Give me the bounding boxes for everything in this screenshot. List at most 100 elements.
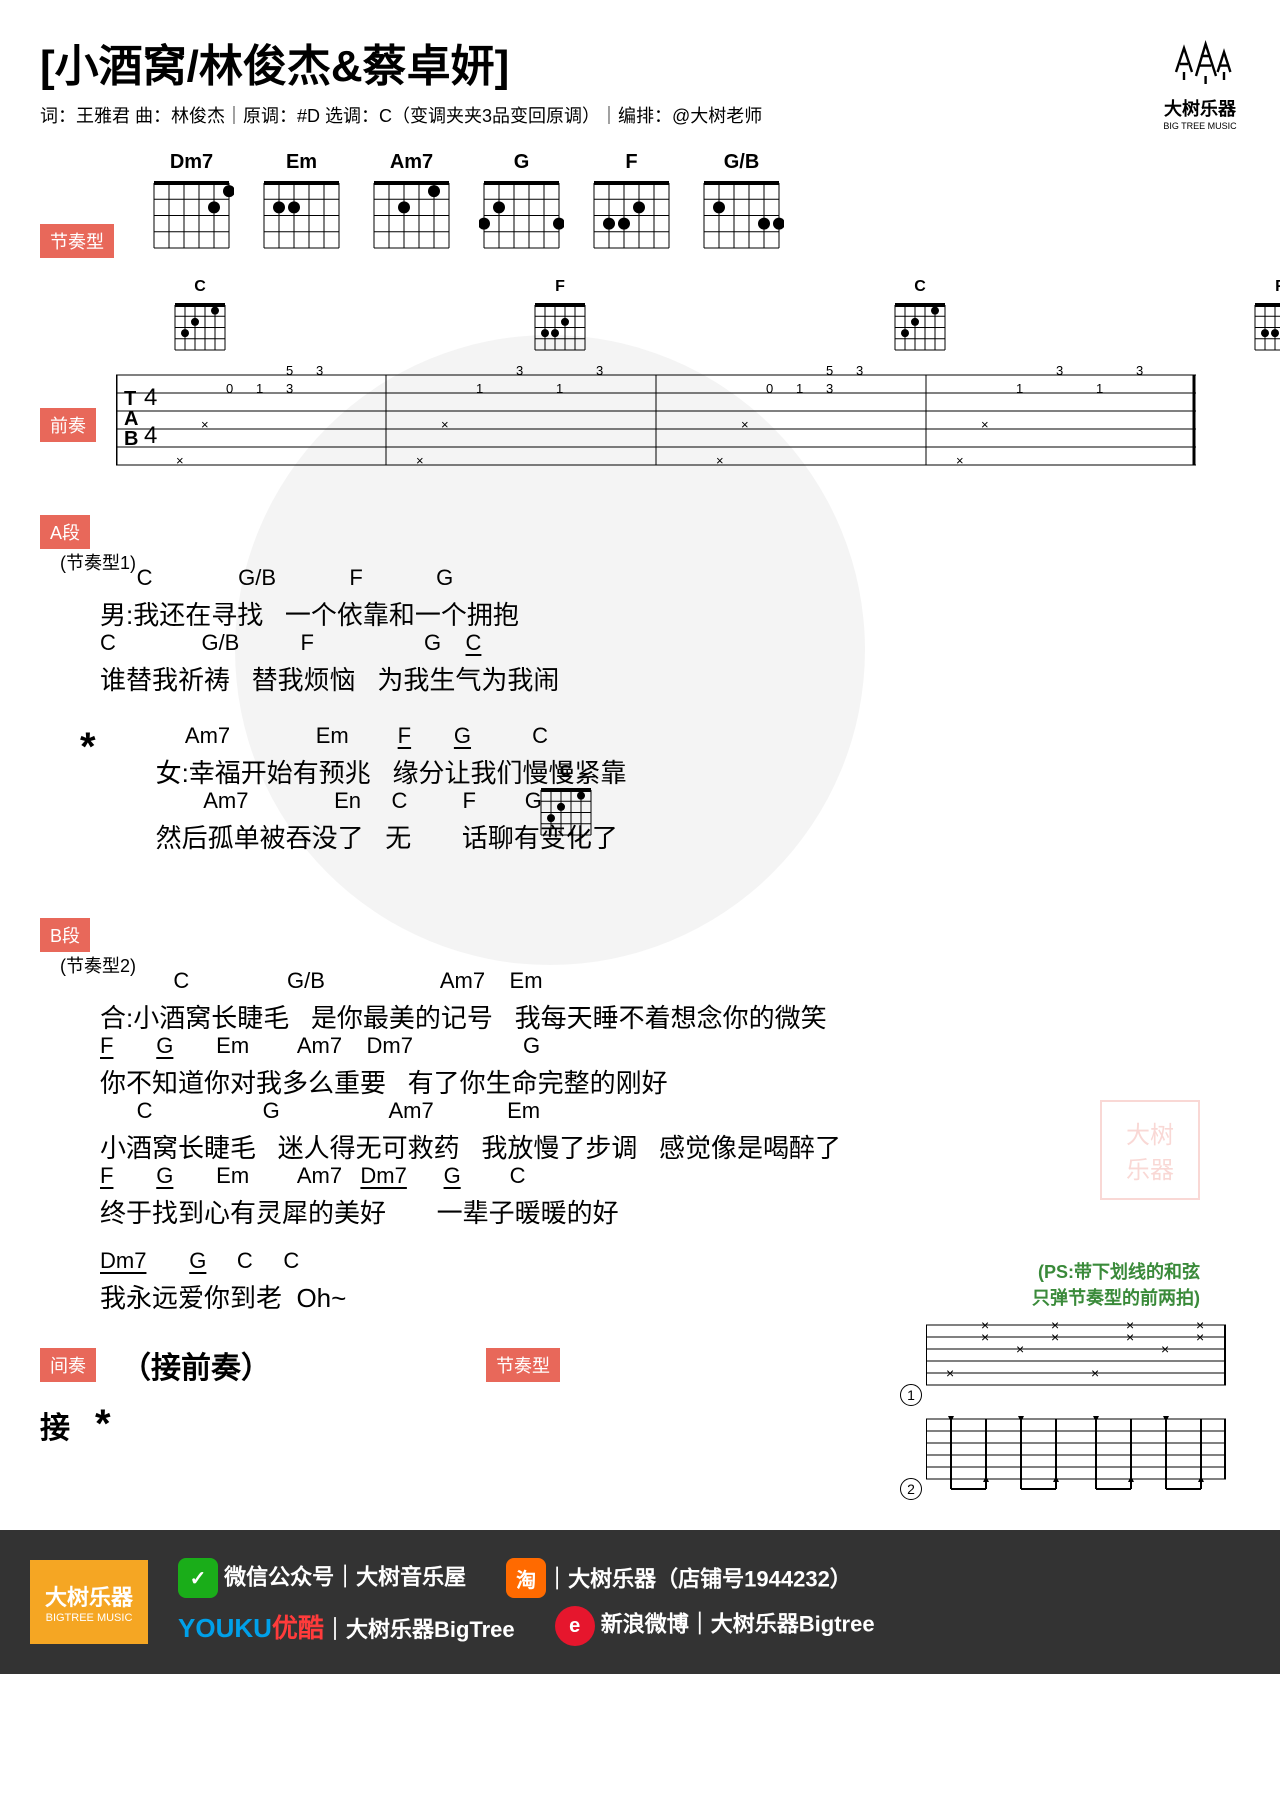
svg-text:×: × bbox=[176, 453, 184, 468]
meta-info: 词：王雅君 曲：林俊杰｜原调：#D 选调：C（变调夹夹3品变回原调）｜编排：@大… bbox=[40, 102, 762, 128]
svg-text:5: 5 bbox=[826, 365, 833, 378]
svg-text:×: × bbox=[441, 417, 449, 432]
svg-text:1: 1 bbox=[256, 381, 263, 396]
chord-line: C G Am7 Em bbox=[100, 1098, 540, 1124]
svg-text:3: 3 bbox=[316, 365, 323, 378]
svg-text:4: 4 bbox=[144, 422, 157, 449]
svg-text:×: × bbox=[716, 453, 724, 468]
svg-text:×: × bbox=[981, 417, 989, 432]
chord-line: F G Em Am7 Dm7 G bbox=[100, 1033, 540, 1059]
chord-C: C bbox=[170, 278, 230, 360]
chord-G/B: G/B bbox=[699, 151, 784, 258]
section-b-header: B段 bbox=[40, 918, 1240, 952]
svg-text:1: 1 bbox=[1016, 381, 1023, 396]
lyric-line: C G/B F G C 谁替我祈祷 替我烦恼 为我生气为我闹 bbox=[100, 660, 1240, 697]
intro-label: 前奏 bbox=[40, 408, 96, 442]
interlude-label: 间奏 bbox=[40, 1348, 96, 1382]
section-a: C G/B F G 男:我还在寻找 一个依靠和一个拥抱 C G/B F G C … bbox=[40, 595, 1240, 697]
chord-line: Dm7 G C C bbox=[100, 1248, 299, 1274]
section-star: Am7 Em F G C 女:幸福开始有预兆 缘分让我们慢慢紧靠 Am7 En … bbox=[96, 745, 1240, 883]
svg-text:×: × bbox=[741, 417, 749, 432]
svg-text:×: × bbox=[1126, 1320, 1134, 1333]
svg-text:×: × bbox=[1161, 1341, 1169, 1357]
taobao-icon: 淘 bbox=[506, 1558, 546, 1598]
chord-line: Am7 Em F G C bbox=[156, 723, 548, 749]
svg-text:5: 5 bbox=[286, 365, 293, 378]
svg-text:3: 3 bbox=[1056, 365, 1063, 378]
svg-text:0: 0 bbox=[226, 381, 233, 396]
rhythm-pattern-2 bbox=[926, 1414, 1226, 1494]
svg-text:1: 1 bbox=[796, 381, 803, 396]
lyric-text: 合:小酒窝长睫毛 是你最美的记号 我每天睡不着想念你的微笑 bbox=[100, 998, 1240, 1035]
rhythm-label: 节奏型 bbox=[40, 224, 114, 258]
interlude-text: （接前奏） bbox=[121, 1343, 271, 1387]
song-title: [小酒窝/林俊杰&蔡卓妍] bbox=[40, 30, 762, 94]
chord-Dm7: Dm7 bbox=[149, 151, 234, 258]
svg-text:×: × bbox=[1051, 1320, 1059, 1333]
lyric-line: C G/B F G 男:我还在寻找 一个依靠和一个拥抱 bbox=[100, 595, 1240, 632]
chord-Am7: Am7 bbox=[369, 151, 454, 258]
svg-text:T: T bbox=[124, 388, 136, 410]
lyric-text: 谁替我祈祷 替我烦恼 为我生气为我闹 bbox=[100, 660, 1240, 697]
section-b: C G/B Am7 Em 合:小酒窝长睫毛 是你最美的记号 我每天睡不着想念你的… bbox=[40, 998, 1240, 1230]
svg-text:3: 3 bbox=[516, 365, 523, 378]
svg-text:×: × bbox=[1196, 1320, 1204, 1333]
svg-text:1: 1 bbox=[556, 381, 563, 396]
svg-text:B: B bbox=[124, 428, 138, 450]
chord-F: F bbox=[530, 278, 590, 360]
youku-icon: YOUKU优酷 bbox=[178, 1613, 324, 1643]
rhythm-patterns: (PS:带下划线的和弦 只弹节奏型的前两拍) 1 ××× ××× ××× ××× bbox=[900, 1258, 1240, 1500]
footer-brand: 大树乐器 BIGTREE MUSIC bbox=[30, 1560, 148, 1644]
chord-line: C G/B Am7 Em bbox=[100, 968, 543, 994]
pattern-1-marker: 1 bbox=[900, 1384, 922, 1406]
svg-text:3: 3 bbox=[286, 381, 293, 396]
lyric-line: C G/B Am7 Em 合:小酒窝长睫毛 是你最美的记号 我每天睡不着想念你的… bbox=[100, 998, 1240, 1035]
svg-text:×: × bbox=[416, 453, 424, 468]
interlude-row: 间奏 （接前奏） 节奏型 bbox=[40, 1343, 900, 1387]
lyric-text: 我永远爱你到老 Oh~ bbox=[100, 1278, 900, 1315]
svg-text:×: × bbox=[201, 417, 209, 432]
svg-text:1: 1 bbox=[476, 381, 483, 396]
chord-Em: Em bbox=[259, 151, 344, 258]
svg-text:×: × bbox=[981, 1320, 989, 1333]
lyric-text: 男:我还在寻找 一个依靠和一个拥抱 bbox=[100, 595, 1240, 632]
svg-text:×: × bbox=[946, 1365, 954, 1381]
chord-C: C bbox=[890, 278, 950, 360]
svg-text:0: 0 bbox=[766, 381, 773, 396]
logo-subtext: BIG TREE MUSIC bbox=[1160, 121, 1240, 131]
lyric-line: Am7 En C F G 然后孤单被吞没了 无 话聊有变化了C bbox=[156, 818, 1240, 855]
rhythm-chords-row: 节奏型 Dm7EmAm7GFG/B bbox=[40, 151, 1240, 258]
svg-text:1: 1 bbox=[1096, 381, 1103, 396]
a-label: A段 bbox=[40, 515, 90, 549]
svg-text:3: 3 bbox=[826, 381, 833, 396]
footer: 大树乐器 BIGTREE MUSIC ✓ 微信公众号｜大树音乐屋 淘｜大树乐器（… bbox=[0, 1530, 1280, 1674]
logo-text: 大树乐器 bbox=[1160, 95, 1240, 121]
next-label: 接 bbox=[40, 1403, 70, 1447]
wechat-icon: ✓ bbox=[178, 1558, 218, 1598]
pattern-2-marker: 2 bbox=[900, 1478, 922, 1500]
svg-text:×: × bbox=[1091, 1365, 1099, 1381]
footer-links: ✓ 微信公众号｜大树音乐屋 淘｜大树乐器（店铺号1944232） YOUKU优酷… bbox=[178, 1550, 875, 1654]
svg-text:×: × bbox=[1016, 1341, 1024, 1357]
svg-text:3: 3 bbox=[596, 365, 603, 378]
intro-tab-area: CFCF 前奏 T A B 44 ××01353××1313××01353××1… bbox=[40, 278, 1240, 485]
asterisk-marker: * bbox=[80, 725, 96, 770]
b-label: B段 bbox=[40, 918, 90, 952]
lyric-line: Am7 Em F G C 女:幸福开始有预兆 缘分让我们慢慢紧靠 bbox=[156, 753, 1240, 790]
svg-text:3: 3 bbox=[856, 365, 863, 378]
chord-line: Am7 En C F G bbox=[156, 788, 542, 814]
chord-line: F G Em Am7 Dm7 G C bbox=[100, 1163, 525, 1189]
lyric-line: F G Em Am7 Dm7 G 你不知道你对我多么重要 有了你生命完整的刚好 bbox=[100, 1063, 1240, 1100]
chord-C: C bbox=[536, 763, 596, 845]
intro-tab: T A B 44 ××01353××1313××01353××1313 bbox=[116, 365, 1196, 485]
lyric-line: Dm7 G C C 我永远爱你到老 Oh~ bbox=[100, 1278, 900, 1315]
section-a-header: A段 bbox=[40, 515, 1240, 549]
ps-note: (PS:带下划线的和弦 只弹节奏型的前两拍) bbox=[900, 1258, 1200, 1310]
svg-text:A: A bbox=[124, 408, 138, 430]
chord-F: F bbox=[589, 151, 674, 258]
lyric-line: F G Em Am7 Dm7 G C 终于找到心有灵犀的美好 一辈子暖暖的好 bbox=[100, 1193, 1240, 1230]
lyric-text: 小酒窝长睫毛 迷人得无可救药 我放慢了步调 感觉像是喝醉了 bbox=[100, 1128, 1240, 1165]
weibo-icon: e bbox=[555, 1606, 595, 1646]
lyric-line: C G Am7 Em 小酒窝长睫毛 迷人得无可救药 我放慢了步调 感觉像是喝醉了 bbox=[100, 1128, 1240, 1165]
lyric-text: 你不知道你对我多么重要 有了你生命完整的刚好 bbox=[100, 1063, 1240, 1100]
